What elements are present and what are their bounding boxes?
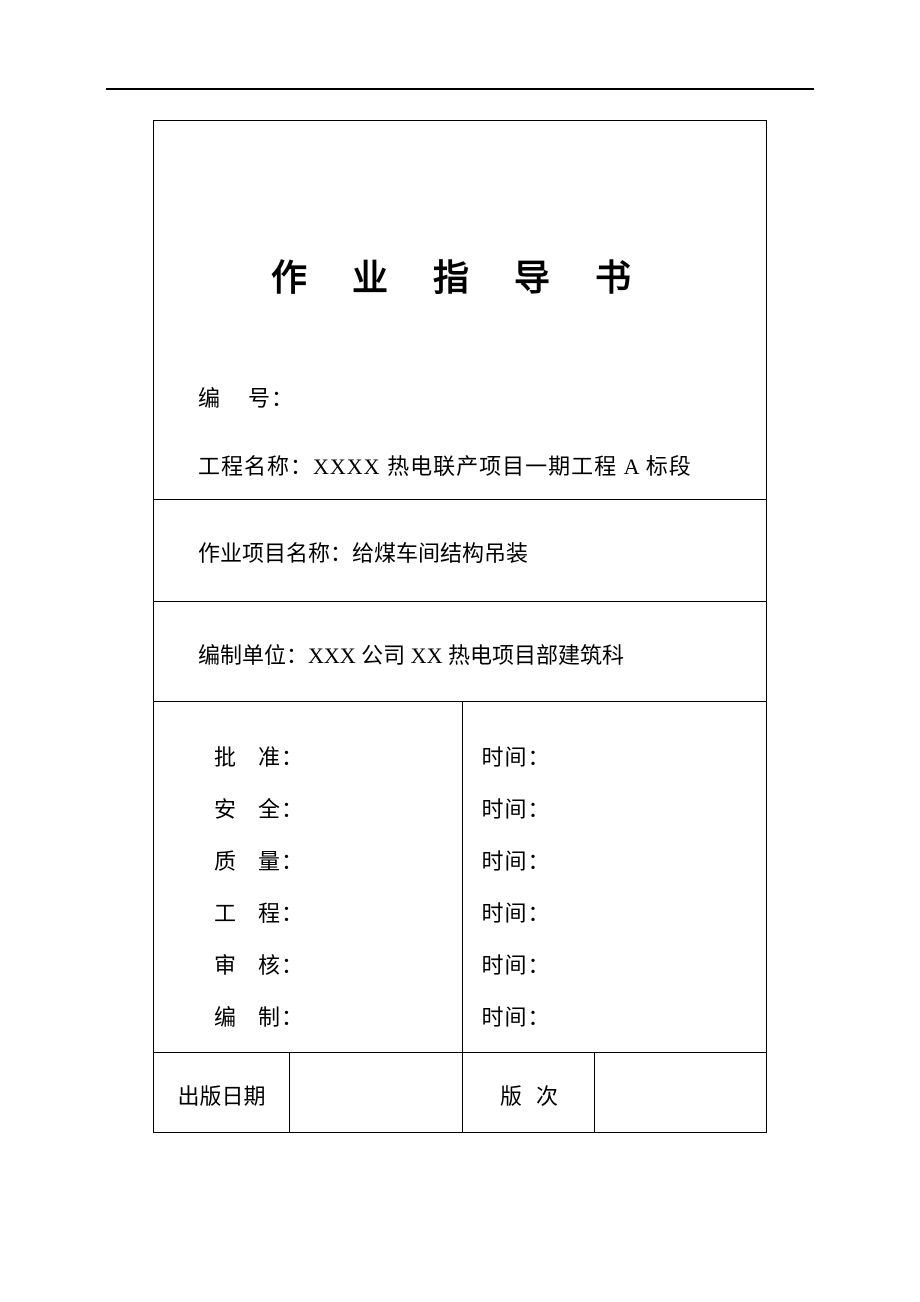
version-value-cell — [595, 1053, 767, 1133]
version-label-1: 版 — [500, 1084, 536, 1109]
approval-label-5b: 制： — [258, 1005, 304, 1030]
approval-label-0b: 准： — [258, 745, 304, 770]
time-row-5: 时间： — [481, 1000, 766, 1032]
approval-right-section: 时间： 时间： 时间： 时间： 时间： 时间： — [463, 702, 767, 1053]
number-field: 编号： — [154, 381, 766, 413]
time-row-4: 时间： — [481, 948, 766, 980]
document-title: 作 业 指 导 书 — [154, 249, 766, 301]
approval-row-2: 质量： — [214, 844, 462, 876]
title-section: 作 业 指 导 书 编号： 工程名称：XXXX 热电联产项目一期工程 A 标段 — [154, 121, 767, 500]
publish-date-value-cell — [290, 1053, 463, 1133]
project-field: 工程名称：XXXX 热电联产项目一期工程 A 标段 — [154, 449, 766, 481]
approval-label-1a: 安 — [214, 797, 258, 822]
approval-right-content: 时间： 时间： 时间： 时间： 时间： 时间： — [463, 702, 766, 1032]
work-item-label: 作业项目名称： — [198, 541, 352, 566]
time-row-2: 时间： — [481, 844, 766, 876]
time-row-1: 时间： — [481, 792, 766, 824]
work-item-field: 作业项目名称：给煤车间结构吊装 — [154, 500, 766, 568]
approval-row-5: 编制： — [214, 1000, 462, 1032]
time-row-0: 时间： — [481, 740, 766, 772]
work-item-section: 作业项目名称：给煤车间结构吊装 — [154, 500, 767, 602]
header-rule — [106, 88, 814, 90]
approval-row-1: 安全： — [214, 792, 462, 824]
document-table: 作 业 指 导 书 编号： 工程名称：XXXX 热电联产项目一期工程 A 标段 … — [153, 120, 767, 1133]
version-label-2: 次 — [536, 1084, 558, 1109]
approval-label-3a: 工 — [214, 901, 258, 926]
publish-date-label: 出版日期 — [177, 1084, 265, 1109]
approval-row-3: 工程： — [214, 896, 462, 928]
approval-label-3b: 程： — [258, 901, 304, 926]
unit-label: 编制单位： — [198, 643, 308, 668]
publish-date-label-cell: 出版日期 — [154, 1053, 290, 1133]
number-label-2: 号： — [248, 386, 294, 411]
approval-row-4: 审核： — [214, 948, 462, 980]
project-label: 工程名称： — [198, 454, 313, 479]
approval-label-2a: 质 — [214, 849, 258, 874]
approval-label-4a: 审 — [214, 953, 258, 978]
number-label-1: 编 — [198, 386, 248, 411]
approval-left-section: 批准： 安全： 质量： 工程： 审核： 编制： — [154, 702, 463, 1053]
project-value: XXXX 热电联产项目一期工程 A 标段 — [313, 454, 692, 479]
approval-label-5a: 编 — [214, 1005, 258, 1030]
unit-section: 编制单位：XXX 公司 XX 热电项目部建筑科 — [154, 602, 767, 702]
approval-row-0: 批准： — [214, 740, 462, 772]
unit-value: XXX 公司 XX 热电项目部建筑科 — [308, 643, 624, 668]
unit-field: 编制单位：XXX 公司 XX 热电项目部建筑科 — [154, 602, 766, 670]
work-item-value: 给煤车间结构吊装 — [352, 541, 528, 566]
version-label-cell: 版次 — [463, 1053, 595, 1133]
approval-label-0a: 批 — [214, 745, 258, 770]
approval-left-content: 批准： 安全： 质量： 工程： 审核： 编制： — [154, 702, 462, 1032]
approval-label-2b: 量： — [258, 849, 304, 874]
time-row-3: 时间： — [481, 896, 766, 928]
approval-label-1b: 全： — [258, 797, 304, 822]
approval-label-4b: 核： — [258, 953, 304, 978]
